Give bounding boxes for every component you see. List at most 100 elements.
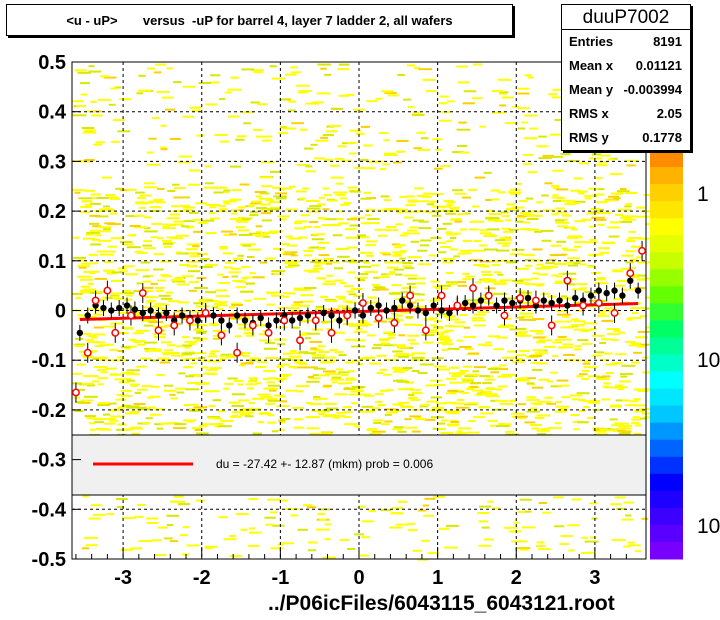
heat-cell (363, 144, 373, 147)
heat-cell (376, 372, 383, 374)
heat-cell (358, 216, 365, 219)
heat-cell (318, 410, 330, 413)
colorbar-tick-label: 1 (697, 183, 709, 206)
heat-cell (515, 220, 524, 223)
heat-cell (155, 63, 167, 66)
heat-cell (338, 382, 346, 385)
heat-cell (185, 252, 198, 255)
heat-cell (480, 406, 487, 409)
heat-cell (98, 344, 110, 347)
heat-cell (409, 396, 418, 399)
heat-cell (536, 201, 543, 204)
heat-cell (542, 511, 551, 514)
heat-cell (379, 209, 386, 212)
heat-cell (607, 429, 618, 432)
y-tick-label: 0.1 (38, 251, 66, 273)
heat-cell (80, 93, 87, 96)
red-profile-point (610, 309, 619, 317)
heat-cell (199, 265, 213, 268)
heat-cell (337, 222, 349, 225)
heat-cell (349, 259, 356, 262)
heat-cell (504, 219, 512, 222)
heat-cell (291, 326, 301, 329)
heat-cell (430, 236, 442, 239)
heat-cell (89, 428, 97, 431)
profile-layer (71, 240, 647, 403)
heat-cell (336, 218, 344, 221)
heat-cell (253, 71, 263, 74)
red-profile-point (154, 326, 163, 335)
heat-cell (172, 210, 185, 212)
heat-cell (142, 244, 153, 247)
heat-cell (385, 389, 394, 392)
heat-cell (540, 428, 549, 431)
heat-cell (446, 318, 460, 321)
heat-cell (144, 341, 157, 344)
heat-cell (446, 201, 456, 204)
heat-cell (250, 69, 264, 72)
heat-cell (286, 260, 301, 263)
heat-cell (431, 406, 444, 409)
heat-cell (204, 545, 218, 548)
heat-cell (631, 311, 639, 314)
heat-cell (142, 280, 151, 283)
heat-cell (325, 407, 339, 410)
heat-cell (378, 276, 390, 279)
heat-cell (508, 228, 519, 231)
heat-cell (129, 547, 143, 550)
heat-cell (441, 349, 449, 351)
heat-cell (577, 339, 589, 342)
heat-cell (183, 220, 196, 223)
heat-cell (237, 323, 248, 326)
heat-cell (108, 103, 116, 106)
stats-value: -0.003994 (623, 82, 682, 97)
heat-cell (604, 386, 618, 389)
heat-cell (395, 523, 409, 526)
heat-cell (230, 76, 239, 79)
heat-cell (501, 215, 510, 218)
heat-cell (625, 250, 636, 253)
heat-cell (564, 202, 577, 205)
heat-cell (370, 407, 381, 410)
heat-cell (153, 325, 168, 328)
heat-cell (324, 73, 332, 76)
heat-cell (474, 366, 487, 369)
heat-cell (436, 402, 447, 405)
heat-cell (388, 333, 396, 336)
heat-cell (144, 296, 159, 299)
heat-cell (153, 268, 164, 271)
heat-cell (534, 417, 545, 419)
heat-cell (222, 252, 233, 255)
heat-cell (430, 280, 441, 283)
heat-cell (231, 209, 239, 212)
heat-cell (267, 292, 275, 295)
heat-cell (641, 277, 655, 280)
heat-cell (536, 145, 549, 148)
heat-cell (121, 404, 131, 407)
heat-cell (126, 246, 141, 249)
heat-cell (294, 227, 306, 230)
heat-cell (236, 220, 248, 223)
black-profile-point (493, 302, 500, 309)
heat-cell (140, 261, 151, 264)
heat-cell (403, 323, 417, 326)
red-profile-point (343, 311, 352, 320)
heat-cell (202, 423, 214, 426)
red-profile-point (469, 284, 477, 293)
heat-cell (526, 410, 540, 413)
heat-cell (238, 327, 249, 330)
heat-cell (529, 330, 543, 332)
heat-cell (387, 94, 399, 97)
heat-cell (90, 504, 103, 507)
heat-cell (637, 261, 651, 264)
heat-cell (209, 206, 217, 209)
heat-cell (195, 339, 204, 342)
heat-cell (114, 378, 125, 381)
heat-cell (290, 350, 297, 352)
heat-cell (356, 276, 368, 279)
heat-cell (307, 375, 314, 378)
heat-cell (397, 346, 410, 349)
colorbar-segment (650, 388, 683, 407)
heat-cell (361, 520, 375, 523)
heat-cell (399, 195, 407, 198)
